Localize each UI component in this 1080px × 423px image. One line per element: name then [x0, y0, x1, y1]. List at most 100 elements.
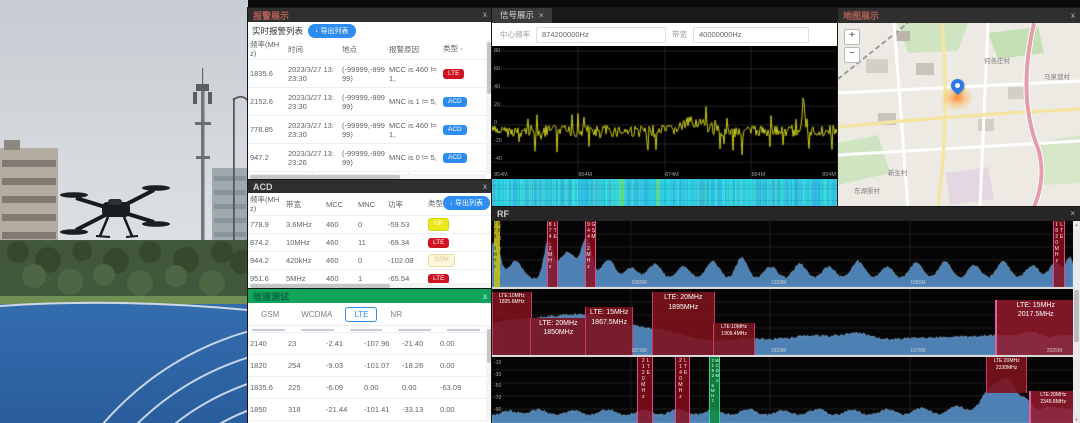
- lte-band: LTE: 15MHz 2017.5MHz: [994, 299, 1073, 355]
- type-badge: GSM: [428, 254, 455, 267]
- tab-lte[interactable]: LTE: [345, 306, 378, 322]
- axis-tick: 0: [494, 120, 498, 126]
- axis-tick: 854M: [494, 172, 508, 178]
- alarm-panel: 报警展示 x 实时报警列表 ↓ 导出列表 频率(MHz) 时间 地点 报警原因 类…: [248, 8, 492, 180]
- waterfall-canvas: [492, 179, 838, 207]
- channel-test-titlebar: 信道测试 x: [248, 289, 492, 303]
- lte-marker: LTE 874.2MHz: [546, 221, 558, 287]
- alarm-row[interactable]: 1835.6 2023/3/27 13:23:30 (-99999,-99999…: [248, 60, 492, 88]
- lte-marker: LTE 1820MHz: [1052, 221, 1065, 287]
- signal-display-panel: 信号展示 × 中心频率 带宽 80 60 40 20 0 -20 -40 854…: [492, 8, 838, 207]
- acd-row[interactable]: 778.9 3.6MHz 460 0 -59.53 NR: [248, 216, 492, 234]
- cell-tower: [193, 68, 212, 266]
- download-icon: ↓: [315, 27, 319, 34]
- acd-row[interactable]: 874.2 10MHz 460 11 -69.34 LTE: [248, 234, 492, 252]
- tab-signal-display[interactable]: 信号展示 ×: [492, 8, 552, 23]
- map-titlebar: 地图展示 x: [838, 8, 1080, 23]
- close-icon[interactable]: x: [483, 291, 487, 301]
- vertical-scrollbar[interactable]: [486, 327, 492, 421]
- type-badge: NR: [428, 218, 450, 231]
- column-header: 频率(MHz): [250, 195, 280, 213]
- axis-tick: -10: [494, 359, 502, 366]
- lte-marker: LTE 2120MHz: [637, 357, 654, 423]
- alarm-titlebar: 报警展示 x: [248, 8, 492, 22]
- axis-tick: -50: [494, 383, 502, 390]
- bandwidth-input[interactable]: [693, 26, 809, 43]
- drone-field-photo: [0, 0, 248, 423]
- channel-row[interactable]: 874.2 101 -3.41 -104.89 -20.24 0.00: [248, 421, 492, 423]
- tab-gsm[interactable]: GSM: [261, 309, 280, 319]
- axis-tick: -90: [494, 407, 502, 414]
- export-list-button[interactable]: ↓ 导出列表: [308, 23, 356, 38]
- column-header: 报警原因: [389, 44, 419, 54]
- alarm-row[interactable]: 2152.6 2023/3/27 13:23:30 (-99999,-99999…: [248, 88, 492, 116]
- tab-nr[interactable]: NR: [390, 309, 402, 319]
- column-header: 时间: [288, 44, 303, 54]
- axis-tick: 2025M: [1046, 348, 1063, 354]
- channel-row[interactable]: 1850 318 -21.44 -101.41 -33.13 0.00: [248, 399, 492, 421]
- acd-titlebar: ACD x: [248, 180, 492, 193]
- spectrum-chart: 80 60 40 20 0 -20 -40 854M 864M 874M 884…: [492, 46, 838, 179]
- lte-band: LTE: 20MHz 1850MHz: [529, 318, 587, 355]
- vertical-scrollbar[interactable]: [486, 40, 492, 174]
- close-icon[interactable]: ×: [1070, 209, 1075, 218]
- map-label: 何各庄村: [984, 56, 1011, 65]
- rf-chart-canvas: [492, 357, 1073, 423]
- signal-tabbar: 信号展示 ×: [492, 8, 838, 23]
- column-header-type[interactable]: 类型 ▿: [443, 43, 464, 53]
- horizontal-scrollbar[interactable]: [248, 174, 486, 180]
- type-badge: ACD: [443, 96, 467, 108]
- spectrum-canvas: [492, 46, 838, 179]
- alarm-subheader: 实时报警列表 ↓ 导出列表: [248, 22, 492, 39]
- close-icon[interactable]: ×: [539, 10, 544, 20]
- wcdma-marker: WCDMA 2152.6MHz: [708, 357, 720, 423]
- alarm-table-header: 频率(MHz) 时间 地点 报警原因 类型 ▿: [248, 39, 492, 60]
- axis-tick: 80: [494, 48, 501, 54]
- column-header: 地点: [342, 44, 357, 54]
- type-badge: ACD: [443, 124, 467, 136]
- close-icon[interactable]: x: [483, 10, 487, 19]
- panel-title: 信道测试: [253, 291, 290, 302]
- channel-row[interactable]: 2140 23 -2.41 -107.96 -21.40 0.00: [248, 333, 492, 355]
- export-list-button[interactable]: ↓ 导出列表: [442, 196, 490, 210]
- channel-row[interactable]: 1835.6 225 -6.09 0.00 0.00 -63.09: [248, 377, 492, 399]
- lte-band: LTE:20MHz 2330MHz: [985, 357, 1028, 394]
- channel-row[interactable]: 1820 254 -9.03 -101.07 -18.26 0.00: [248, 355, 492, 377]
- panel-title: ACD: [253, 181, 273, 192]
- type-badge: LTE: [443, 68, 465, 80]
- type-badge: LTE: [428, 273, 450, 285]
- close-icon[interactable]: x: [483, 181, 487, 191]
- rf-titlebar: RF ×: [492, 207, 1080, 221]
- zoom-out-button[interactable]: −: [844, 47, 860, 63]
- type-badge: LTE: [428, 237, 450, 249]
- tab-wcdma[interactable]: WCDMA: [301, 309, 333, 319]
- map-canvas[interactable]: 何各庄村 马泉营村 新生村 东湖渠村 + −: [838, 23, 1080, 207]
- map-label: 马泉营村: [1044, 72, 1071, 81]
- acd-row[interactable]: 944.2 420kHz 460 0 -102.08 GSM: [248, 252, 492, 270]
- axis-tick: 874M: [665, 172, 679, 178]
- horizontal-scrollbar[interactable]: [248, 283, 492, 289]
- axis-tick: 40: [494, 84, 501, 90]
- close-icon[interactable]: x: [1071, 10, 1075, 20]
- center-frequency-input[interactable]: [536, 26, 666, 43]
- drone: [60, 185, 170, 238]
- rf-chart-high-band: -10 -30 -50 -70 -90 LTE 2120MHz LTE 2140…: [492, 357, 1073, 423]
- vertical-scrollbar[interactable]: ▲ ▼: [1073, 221, 1080, 423]
- scrollbar-thumb[interactable]: [1074, 289, 1079, 343]
- alarm-row[interactable]: 947.2 2023/3/27 13:23:26 (-99999,-99999)…: [248, 144, 492, 172]
- bandwidth-label: 带宽: [672, 30, 687, 39]
- rf-chart-mid-band: -50 -70 -90 -110 1870M 1920M 1970M 2025M…: [492, 289, 1073, 355]
- axis-tick: 1060M: [631, 280, 647, 286]
- channel-test-panel: 信道测试 x GSM WCDMA LTE NR 2140 23 -2.41 -1…: [248, 289, 492, 423]
- zoom-in-button[interactable]: +: [844, 29, 860, 45]
- column-header: 带宽: [286, 199, 301, 209]
- running-track: [0, 304, 248, 423]
- alarm-list-title: 实时报警列表: [252, 25, 304, 36]
- gsm-marker: GSM 944.2MHz: [584, 221, 596, 287]
- map-panel: 地图展示 x: [838, 8, 1080, 207]
- alarm-row[interactable]: 778.85 2023/3/27 13:23:30 (-99999,-99999…: [248, 116, 492, 144]
- axis-tick: -30: [494, 371, 502, 378]
- axis-tick: 1920M: [770, 348, 787, 354]
- rf-chart-low-band: -10 -30 -50 -70 -90 1060M 1320M 1580M NR…: [492, 221, 1073, 287]
- center-frequency-label: 中心频率: [500, 30, 530, 39]
